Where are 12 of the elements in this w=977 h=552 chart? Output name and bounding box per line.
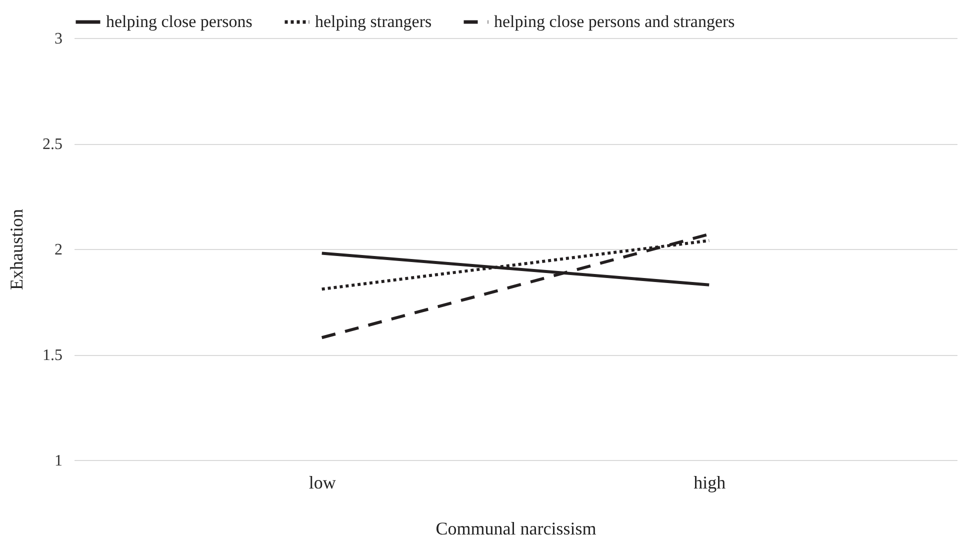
legend-label: helping close persons and strangers — [494, 12, 735, 31]
y-tick-label: 1.5 — [42, 347, 62, 364]
x-tick-label: high — [694, 472, 726, 492]
y-tick-label: 3 — [54, 30, 62, 48]
x-axis-title: Communal narcissism — [436, 518, 596, 538]
legend-label: helping strangers — [315, 12, 432, 31]
y-tick-label: 2.5 — [42, 136, 62, 153]
y-tick-label: 2 — [54, 242, 62, 258]
legend-label: helping close persons — [106, 12, 252, 31]
y-tick-label: 1 — [54, 452, 62, 470]
y-axis-title: Exhaustion — [6, 209, 26, 290]
x-tick-label: low — [308, 472, 336, 492]
